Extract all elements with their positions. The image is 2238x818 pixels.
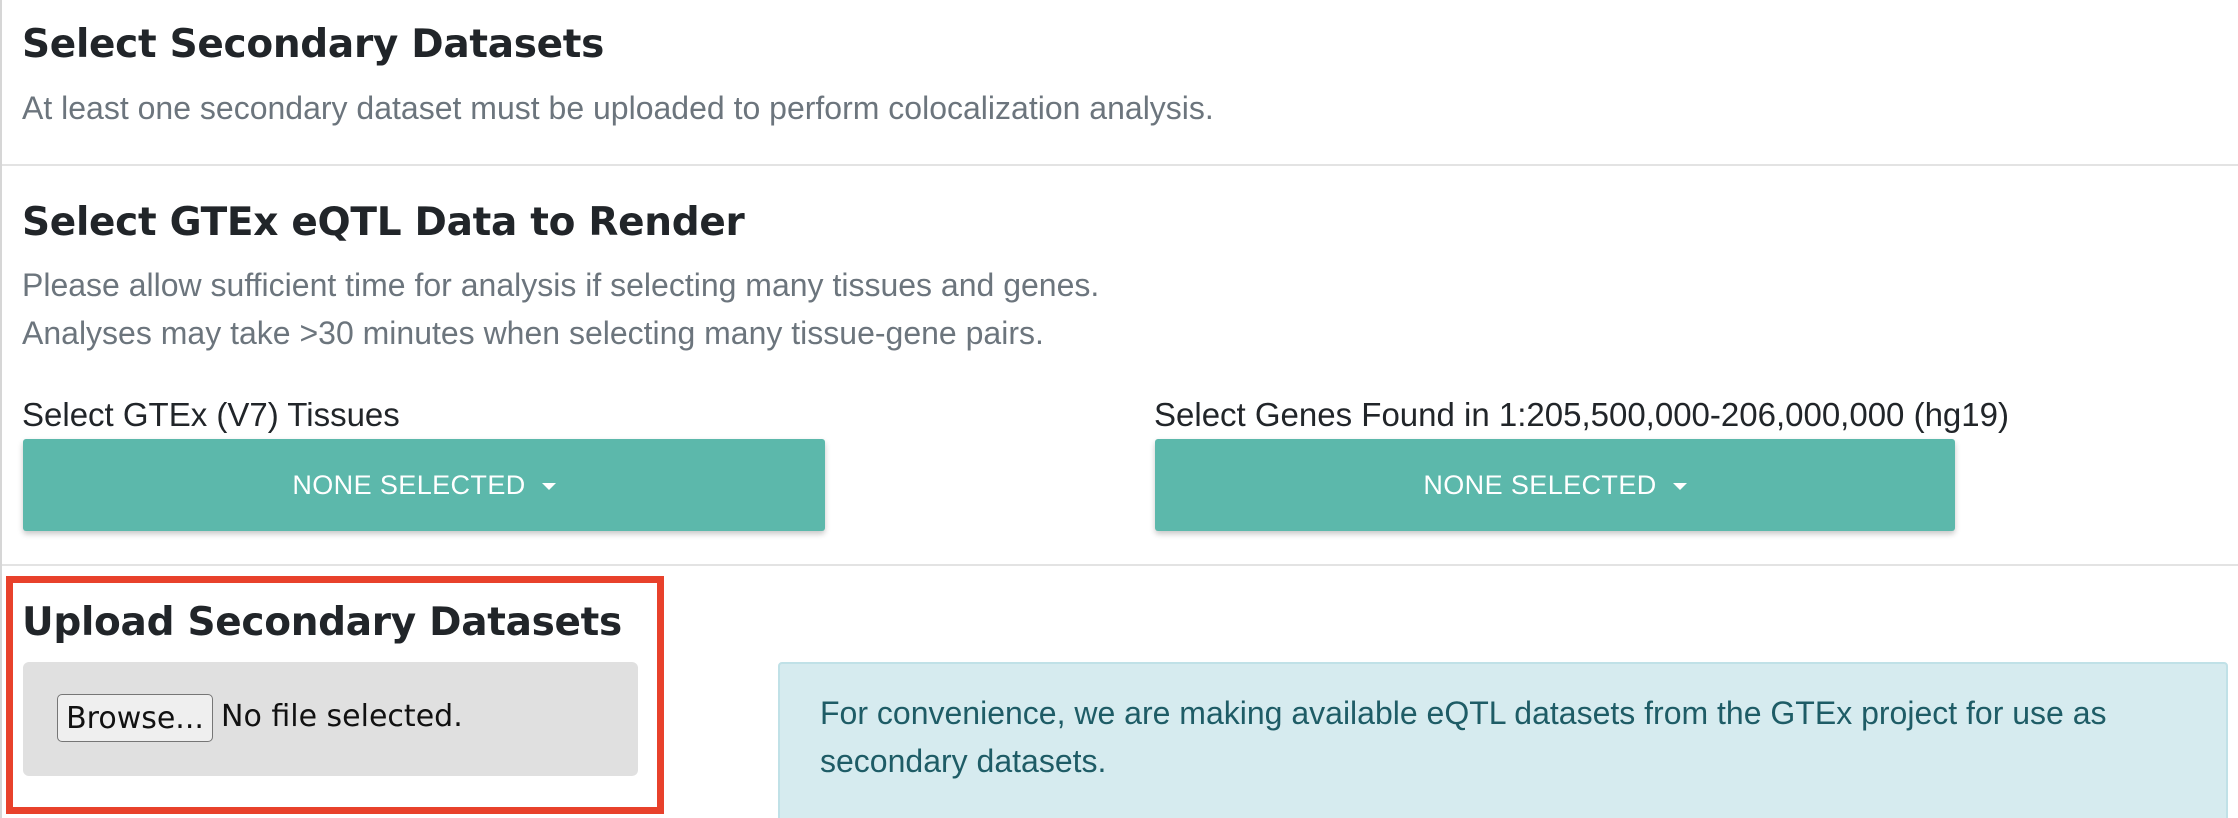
section-title-gtex-eqtl: Select GTEx eQTL Data to Render bbox=[22, 200, 745, 245]
file-upload-field[interactable]: Browse... No file selected. bbox=[23, 662, 638, 776]
tissues-select-label: Select GTEx (V7) Tissues bbox=[22, 396, 400, 433]
gtex-info-message: For convenience, we are making available… bbox=[820, 695, 2107, 779]
gtex-help-text-line-2: Analyses may take >30 minutes when selec… bbox=[22, 315, 1044, 351]
file-status-text: No file selected. bbox=[221, 699, 463, 734]
genes-select-value: NONE SELECTED bbox=[1423, 469, 1657, 500]
browse-button[interactable]: Browse... bbox=[57, 694, 213, 742]
genes-select-label: Select Genes Found in 1:205,500,000-206,… bbox=[1154, 396, 2009, 433]
genes-select-dropdown[interactable]: NONE SELECTED bbox=[1155, 439, 1955, 531]
gtex-help-text-line-1: Please allow sufficient time for analysi… bbox=[22, 267, 1100, 303]
tissues-select-dropdown[interactable]: NONE SELECTED bbox=[23, 439, 825, 531]
tissues-select-value: NONE SELECTED bbox=[292, 469, 526, 500]
secondary-datasets-help-text: At least one secondary dataset must be u… bbox=[22, 90, 1214, 126]
section-title-secondary-datasets: Select Secondary Datasets bbox=[22, 22, 605, 67]
section-divider bbox=[2, 164, 2238, 166]
section-divider bbox=[2, 564, 2238, 566]
gtex-info-alert: For convenience, we are making available… bbox=[778, 662, 2228, 818]
upload-highlight-box bbox=[6, 576, 664, 814]
section-title-upload-secondary-datasets: Upload Secondary Datasets bbox=[22, 600, 622, 645]
caret-down-icon bbox=[541, 482, 556, 490]
caret-down-icon bbox=[1672, 482, 1687, 490]
